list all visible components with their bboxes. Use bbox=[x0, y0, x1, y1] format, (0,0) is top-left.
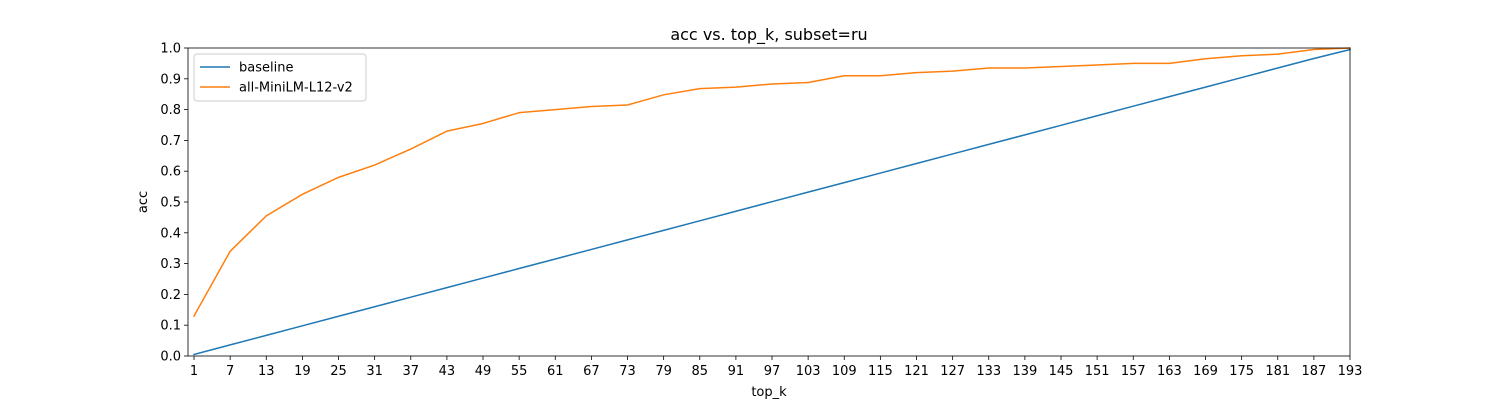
y-axis: 0.0 0.1 0.2 0.3 0.4 0.5 0.6 0.7 0.8 0.9 1.0 bbox=[160, 42, 188, 365]
y-tick-label: 0.9 bbox=[160, 72, 181, 87]
x-tick-label: 73 bbox=[619, 364, 636, 379]
x-tick-label: 79 bbox=[655, 364, 672, 379]
x-tick-label: 127 bbox=[940, 364, 965, 379]
y-tick-label: 0.0 bbox=[160, 350, 181, 365]
x-tick-label: 31 bbox=[366, 364, 383, 379]
y-tick-label: 0.7 bbox=[160, 134, 181, 149]
x-tick-label: 163 bbox=[1157, 364, 1182, 379]
x-tick-label: 175 bbox=[1229, 364, 1254, 379]
y-tick-label: 0.4 bbox=[160, 226, 181, 241]
x-tick-label: 97 bbox=[764, 364, 781, 379]
x-tick-label: 187 bbox=[1301, 364, 1326, 379]
y-tick-label: 0.1 bbox=[160, 319, 181, 334]
x-tick-label: 85 bbox=[691, 364, 708, 379]
x-tick-label: 181 bbox=[1265, 364, 1290, 379]
x-tick-label: 7 bbox=[226, 364, 234, 379]
x-tick-label: 49 bbox=[475, 364, 492, 379]
x-tick-label: 13 bbox=[258, 364, 275, 379]
legend-label-1: all-MiniLM-L12-v2 bbox=[239, 81, 353, 96]
x-tick-label: 25 bbox=[330, 364, 347, 379]
x-tick-label: 55 bbox=[511, 364, 528, 379]
x-tick-label: 169 bbox=[1193, 364, 1218, 379]
x-tick-label: 109 bbox=[832, 364, 857, 379]
x-tick-label: 133 bbox=[976, 364, 1001, 379]
x-tick-label: 157 bbox=[1121, 364, 1146, 379]
x-tick-label: 145 bbox=[1049, 364, 1074, 379]
x-tick-label: 1 bbox=[190, 364, 198, 379]
x-tick-label: 67 bbox=[583, 364, 600, 379]
legend: baseline all-MiniLM-L12-v2 bbox=[193, 53, 367, 102]
x-tick-label: 43 bbox=[439, 364, 456, 379]
x-tick-label: 121 bbox=[904, 364, 929, 379]
x-tick-label: 91 bbox=[728, 364, 745, 379]
y-tick-label: 0.3 bbox=[160, 257, 181, 272]
y-tick-label: 0.6 bbox=[160, 165, 181, 180]
legend-label-0: baseline bbox=[239, 61, 293, 76]
chart-title: acc vs. top_k, subset=ru bbox=[670, 25, 867, 45]
y-tick-label: 0.8 bbox=[160, 103, 181, 118]
y-tick-label: 1.0 bbox=[160, 42, 181, 57]
x-axis: 1 7 13 19 25 31 37 43 49 55 61 67 73 79 85 91 97 103 109 11… bbox=[190, 356, 1363, 379]
x-tick-label: 139 bbox=[1012, 364, 1037, 379]
legend-frame bbox=[193, 53, 367, 102]
x-tick-label: 19 bbox=[294, 364, 311, 379]
y-tick-label: 0.5 bbox=[160, 196, 181, 211]
x-tick-label: 37 bbox=[402, 364, 419, 379]
x-tick-label: 151 bbox=[1085, 364, 1110, 379]
y-axis-label: acc bbox=[136, 191, 151, 213]
series-line-0 bbox=[193, 48, 1351, 356]
x-tick-label: 115 bbox=[868, 364, 893, 379]
x-axis-label: top_k bbox=[751, 385, 787, 400]
x-tick-label: 193 bbox=[1338, 364, 1363, 379]
x-tick-label: 61 bbox=[547, 364, 564, 379]
y-tick-label: 0.2 bbox=[160, 288, 181, 303]
series-line-1 bbox=[192, 47, 1351, 317]
plot-area bbox=[192, 47, 1351, 356]
x-tick-label: 103 bbox=[796, 364, 821, 379]
